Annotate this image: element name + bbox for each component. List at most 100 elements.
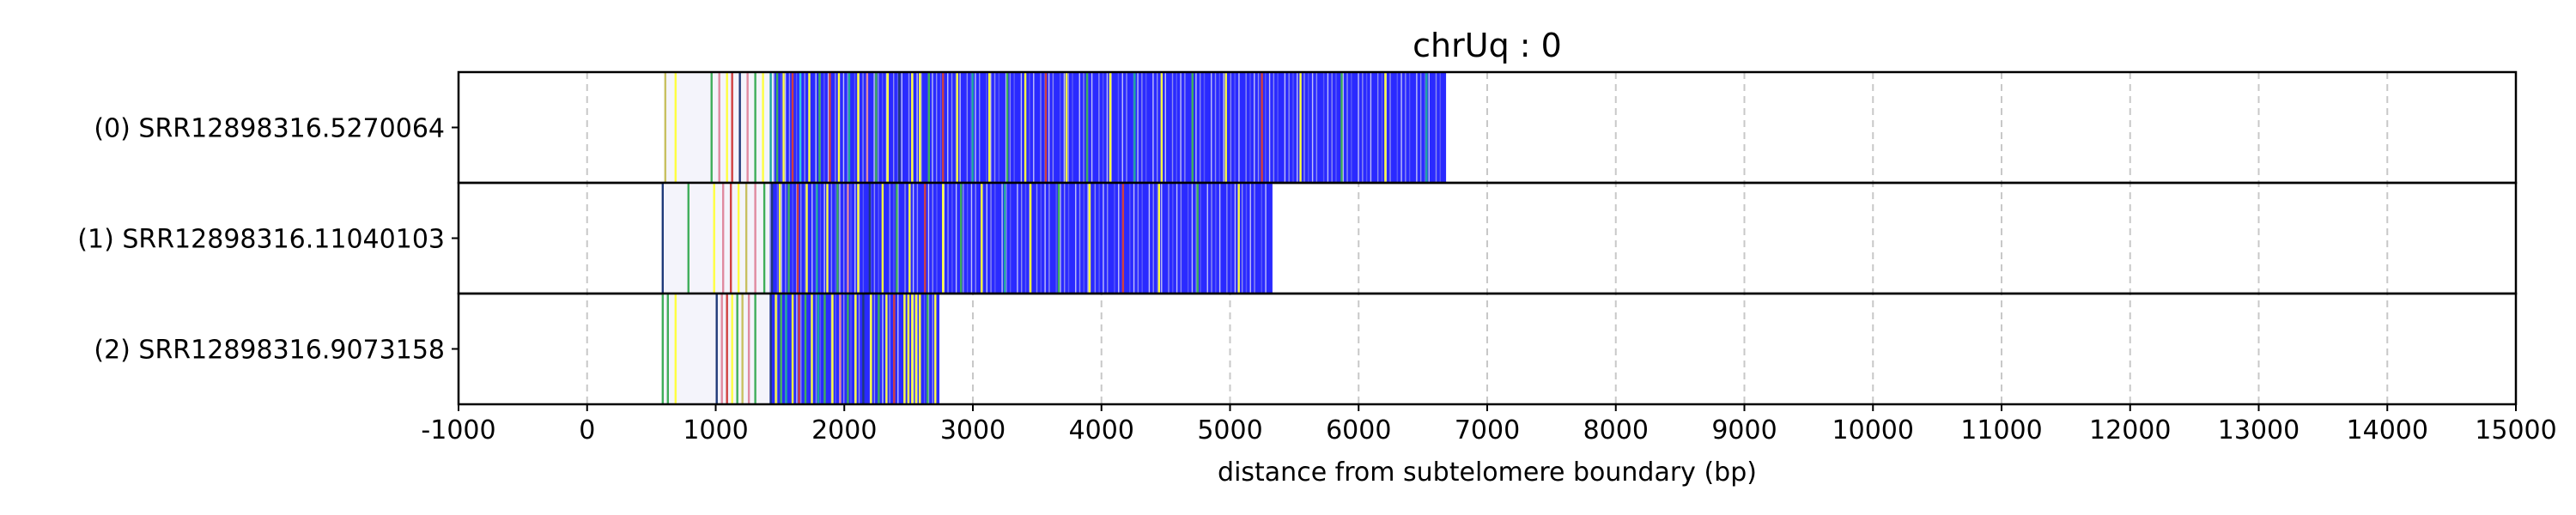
read-stripe <box>990 73 992 182</box>
read-stripe <box>839 184 841 293</box>
read-stripe <box>843 184 845 293</box>
x-tick-label: 9000 <box>1711 415 1777 445</box>
x-tick-label: 6000 <box>1326 415 1391 445</box>
read-stripe <box>986 73 987 182</box>
read-mark <box>1299 73 1302 182</box>
read-stripe <box>1245 184 1248 293</box>
read-stripe <box>1168 184 1170 293</box>
read-mark <box>927 294 929 403</box>
x-tick-label: 5000 <box>1197 415 1262 445</box>
read-mark <box>1005 73 1009 182</box>
x-tick-label: 12000 <box>2089 415 2171 445</box>
read-stripe <box>1064 184 1066 293</box>
read-stripe <box>1021 184 1023 293</box>
read-stripe <box>1067 73 1069 182</box>
read-mark <box>1425 73 1428 182</box>
read-stripe <box>1001 184 1003 293</box>
read-stripe <box>769 184 771 293</box>
read-stripe <box>1118 184 1120 293</box>
read-mark <box>741 294 744 403</box>
read-stripe <box>854 184 856 293</box>
read-mark <box>738 73 741 182</box>
read-stripe <box>842 73 845 182</box>
read-stripe <box>1277 73 1279 182</box>
read-mark <box>1088 184 1091 293</box>
read-stripe <box>1148 184 1151 293</box>
read-stripe <box>1172 184 1174 293</box>
x-tick-label: 14000 <box>2347 415 2428 445</box>
read-stripe <box>881 73 884 182</box>
read-stripe <box>1327 73 1329 182</box>
read-mark <box>826 184 829 293</box>
read-stripe <box>897 294 899 403</box>
read-mark <box>866 73 869 182</box>
read-mark <box>870 294 872 403</box>
read-stripe <box>795 73 798 182</box>
read-mark <box>886 73 890 182</box>
read-stripe <box>951 73 953 182</box>
read-stripe <box>819 184 822 293</box>
read-mark <box>1003 184 1006 293</box>
read-stripe <box>815 73 817 182</box>
read-mark <box>1057 184 1060 293</box>
read-stripe <box>873 73 875 182</box>
chart-title: chrUq : 0 <box>1413 27 1562 64</box>
read-stripe <box>1094 184 1097 293</box>
read-mark <box>987 73 991 182</box>
read-stripe <box>1052 73 1054 182</box>
read-mark <box>816 184 818 293</box>
read-stripe <box>1044 73 1046 182</box>
read-stripe <box>823 184 825 293</box>
read-stripe <box>1126 73 1127 182</box>
read-mark <box>661 184 665 293</box>
read-stripe <box>1098 73 1100 182</box>
read-stripe <box>947 184 949 293</box>
read-mark <box>1024 73 1027 182</box>
read-stripe <box>951 184 953 293</box>
read-stripe <box>1067 184 1070 293</box>
read-stripe <box>1176 184 1178 293</box>
read-stripe <box>908 73 910 182</box>
read-mark <box>762 184 766 293</box>
read-mark <box>1133 73 1136 182</box>
read-stripe <box>1215 184 1217 293</box>
read-stripe <box>827 73 829 182</box>
read-stripe <box>1230 73 1232 182</box>
read-mark <box>1109 73 1112 182</box>
x-tick-label: 3000 <box>940 415 1005 445</box>
read-stripe <box>1137 184 1139 293</box>
read-mark <box>713 184 715 293</box>
read-stripe <box>1206 184 1208 293</box>
read-stripe <box>800 184 802 293</box>
read-stripe <box>776 184 779 293</box>
read-mark <box>726 294 728 403</box>
read-stripe <box>1017 184 1018 293</box>
read-stripe <box>1238 73 1240 182</box>
read-mark <box>769 294 772 403</box>
read-stripe <box>1249 73 1251 182</box>
read-stripe <box>1273 73 1275 182</box>
read-mark <box>857 184 860 293</box>
read-stripe <box>893 184 895 293</box>
read-stripe <box>1331 73 1333 182</box>
read-mark <box>971 73 974 182</box>
read-stripe <box>1315 73 1318 182</box>
read-stripe <box>1218 184 1221 293</box>
read-stripe <box>792 184 793 293</box>
read-stripe <box>1009 73 1012 182</box>
read-mark <box>791 294 794 403</box>
read-mark <box>715 294 718 403</box>
read-stripe <box>1048 73 1050 182</box>
read-stripe <box>1292 73 1294 182</box>
read-stripe <box>796 294 798 403</box>
read-stripe <box>873 184 876 293</box>
read-mark <box>893 294 896 403</box>
read-stripe <box>990 184 992 293</box>
read-stripe <box>975 184 976 293</box>
read-mark <box>718 73 720 182</box>
x-axis: -1000 0 1000 2000 3000 4000 5000 6000 7000 8000 90… <box>421 403 2557 445</box>
read-mark <box>848 73 851 182</box>
read-mark <box>942 184 945 293</box>
read-stripe <box>994 184 996 293</box>
read-mark <box>754 73 756 182</box>
